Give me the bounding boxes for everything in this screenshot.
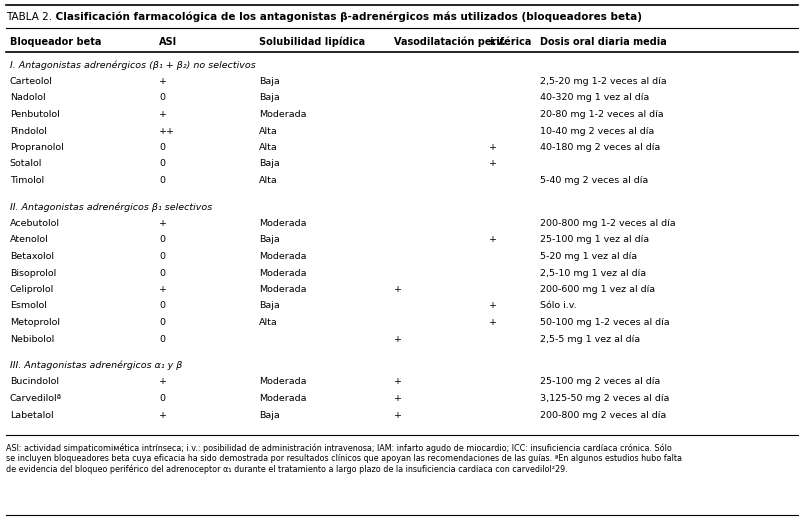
Text: Alta: Alta <box>259 127 277 135</box>
Text: 50-100 mg 1-2 veces al día: 50-100 mg 1-2 veces al día <box>540 318 669 327</box>
Text: 200-600 mg 1 vez al día: 200-600 mg 1 vez al día <box>540 285 654 294</box>
Text: Atenolol: Atenolol <box>10 235 48 244</box>
Text: Sotalol: Sotalol <box>10 159 42 168</box>
Text: Moderada: Moderada <box>259 394 306 403</box>
Text: 2,5-5 mg 1 vez al día: 2,5-5 mg 1 vez al día <box>540 334 640 343</box>
Text: 2,5-10 mg 1 vez al día: 2,5-10 mg 1 vez al día <box>540 268 646 278</box>
Text: i.v.: i.v. <box>488 37 505 47</box>
Text: Clasificación farmacológica de los antagonistas β-adrenérgicos más utilizados (b: Clasificación farmacológica de los antag… <box>52 12 642 22</box>
Text: Carteolol: Carteolol <box>10 77 52 86</box>
Text: Alta: Alta <box>259 318 277 327</box>
Text: 0: 0 <box>159 318 165 327</box>
Text: +: + <box>393 411 402 419</box>
Text: 5-40 mg 2 veces al día: 5-40 mg 2 veces al día <box>540 176 648 185</box>
Text: Bloqueador beta: Bloqueador beta <box>10 37 101 47</box>
Text: Dosis oral diaria media: Dosis oral diaria media <box>540 37 666 47</box>
Text: +: + <box>159 219 167 228</box>
Text: Bisoprolol: Bisoprolol <box>10 268 56 278</box>
Text: 20-80 mg 1-2 veces al día: 20-80 mg 1-2 veces al día <box>540 110 663 119</box>
Text: Penbutolol: Penbutolol <box>10 110 59 119</box>
Text: Acebutolol: Acebutolol <box>10 219 59 228</box>
Text: Moderada: Moderada <box>259 285 306 294</box>
Text: Carvedilolª: Carvedilolª <box>10 394 62 403</box>
Text: 25-100 mg 1 vez al día: 25-100 mg 1 vez al día <box>540 235 649 244</box>
Text: Alta: Alta <box>259 176 277 185</box>
Text: Timolol: Timolol <box>10 176 43 185</box>
Text: Moderada: Moderada <box>259 268 306 278</box>
Text: 25-100 mg 2 veces al día: 25-100 mg 2 veces al día <box>540 378 660 387</box>
Text: +: + <box>393 285 402 294</box>
Text: ASI: ASI <box>159 37 177 47</box>
Text: Propranolol: Propranolol <box>10 143 63 152</box>
Text: se incluyen bloqueadores beta cuya eficacia ha sido demostrada por resultados cl: se incluyen bloqueadores beta cuya efica… <box>6 454 681 463</box>
Text: Baja: Baja <box>259 235 279 244</box>
Text: Baja: Baja <box>259 77 279 86</box>
Text: 10-40 mg 2 veces al día: 10-40 mg 2 veces al día <box>540 127 654 135</box>
Text: +: + <box>159 77 167 86</box>
Text: 40-180 mg 2 veces al día: 40-180 mg 2 veces al día <box>540 143 660 152</box>
Text: Moderada: Moderada <box>259 378 306 387</box>
Text: +: + <box>393 394 402 403</box>
Text: III. Antagonistas adrenérgicos α₁ y β: III. Antagonistas adrenérgicos α₁ y β <box>10 361 181 370</box>
Text: +: + <box>159 411 167 419</box>
Text: de evidencia del bloqueo periférico del adrenoceptor α₁ durante el tratamiento a: de evidencia del bloqueo periférico del … <box>6 465 567 474</box>
Text: +: + <box>159 285 167 294</box>
Text: II. Antagonistas adrenérgicos β₁ selectivos: II. Antagonistas adrenérgicos β₁ selecti… <box>10 202 212 212</box>
Text: +: + <box>488 143 496 152</box>
Text: Celiprolol: Celiprolol <box>10 285 54 294</box>
Text: Nebibolol: Nebibolol <box>10 334 54 343</box>
Text: 0: 0 <box>159 93 165 103</box>
Text: Baja: Baja <box>259 411 279 419</box>
Text: Esmolol: Esmolol <box>10 302 47 311</box>
Text: Baja: Baja <box>259 93 279 103</box>
Text: Betaxolol: Betaxolol <box>10 252 54 261</box>
Text: Pindolol: Pindolol <box>10 127 47 135</box>
Text: Nadolol: Nadolol <box>10 93 45 103</box>
Text: Alta: Alta <box>259 143 277 152</box>
Text: +: + <box>488 318 496 327</box>
Text: 5-20 mg 1 vez al día: 5-20 mg 1 vez al día <box>540 252 637 261</box>
Text: +: + <box>393 334 402 343</box>
Text: 0: 0 <box>159 235 165 244</box>
Text: Vasodilatación periférica: Vasodilatación periférica <box>393 37 531 47</box>
Text: I. Antagonistas adrenérgicos (β₁ + β₂) no selectivos: I. Antagonistas adrenérgicos (β₁ + β₂) n… <box>10 60 255 70</box>
Text: ++: ++ <box>159 127 175 135</box>
Text: +: + <box>393 378 402 387</box>
Text: +: + <box>159 110 167 119</box>
Text: 0: 0 <box>159 394 165 403</box>
Text: Baja: Baja <box>259 302 279 311</box>
Text: 3,125-50 mg 2 veces al día: 3,125-50 mg 2 veces al día <box>540 394 669 403</box>
Text: 0: 0 <box>159 334 165 343</box>
Text: Sólo i.v.: Sólo i.v. <box>540 302 577 311</box>
Text: 200-800 mg 2 veces al día: 200-800 mg 2 veces al día <box>540 411 666 419</box>
Text: Moderada: Moderada <box>259 252 306 261</box>
Text: Bucindolol: Bucindolol <box>10 378 59 387</box>
Text: 0: 0 <box>159 176 165 185</box>
Text: Baja: Baja <box>259 159 279 168</box>
Text: 200-800 mg 1-2 veces al día: 200-800 mg 1-2 veces al día <box>540 219 675 228</box>
Text: 0: 0 <box>159 268 165 278</box>
Text: 0: 0 <box>159 159 165 168</box>
Text: Moderada: Moderada <box>259 110 306 119</box>
Text: Moderada: Moderada <box>259 219 306 228</box>
Text: 0: 0 <box>159 302 165 311</box>
Text: +: + <box>488 302 496 311</box>
Text: 40-320 mg 1 vez al día: 40-320 mg 1 vez al día <box>540 93 649 103</box>
Text: Labetalol: Labetalol <box>10 411 53 419</box>
Text: 0: 0 <box>159 143 165 152</box>
Text: +: + <box>488 235 496 244</box>
Text: Solubilidad lipídica: Solubilidad lipídica <box>259 37 365 47</box>
Text: Metoprolol: Metoprolol <box>10 318 59 327</box>
Text: 2,5-20 mg 1-2 veces al día: 2,5-20 mg 1-2 veces al día <box>540 77 666 86</box>
Text: TABLA 2.: TABLA 2. <box>6 12 52 22</box>
Text: +: + <box>488 159 496 168</box>
Text: ASI: actividad simpaticomiмética intrínseca; i.v.: posibilidad de administración: ASI: actividad simpaticomiмética intríns… <box>6 443 671 453</box>
Text: 0: 0 <box>159 252 165 261</box>
Text: +: + <box>159 378 167 387</box>
